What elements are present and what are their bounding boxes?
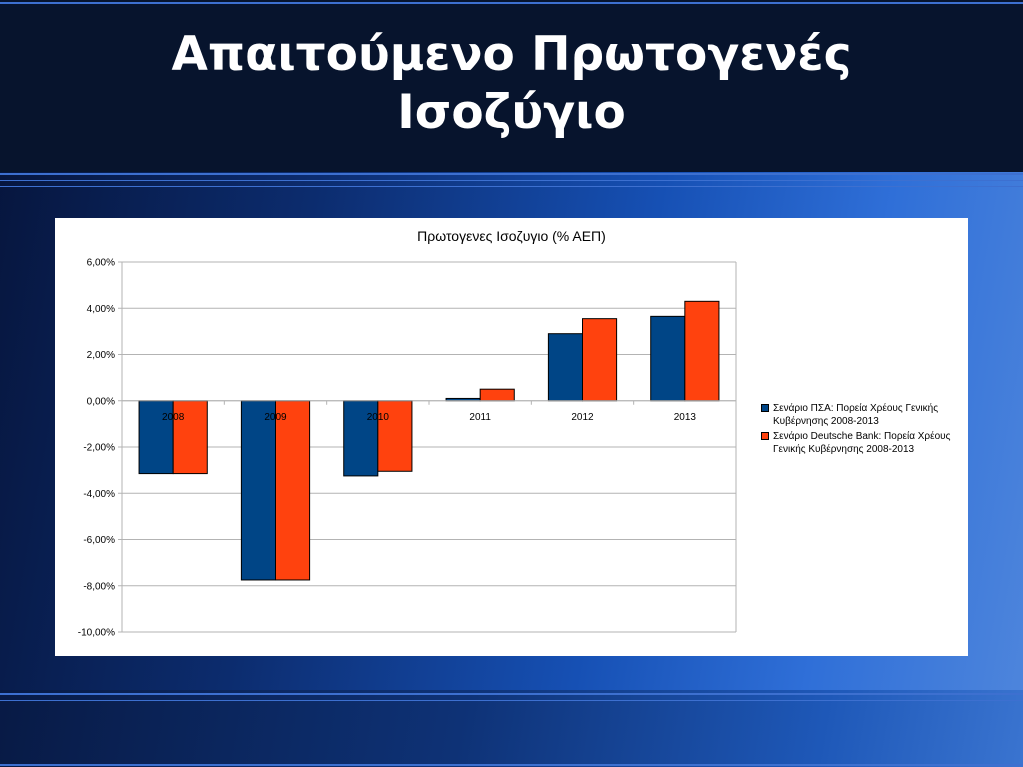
legend-label-series-2: Σενάριο Deutsche Bank: Πορεία Χρέους Γεν… [773,431,951,455]
bar-series-1-2012 [547,333,583,402]
legend-item-series-2: Σενάριο Deutsche Bank: Πορεία Χρέους Γεν… [761,430,956,456]
x-tick-label: 2012 [571,412,594,423]
chart-legend: Σενάριο ΠΣΑ: Πορεία Χρέους Γενικής Κυβέρ… [761,402,956,458]
bar-series-2-2012 [582,318,618,402]
title-band [0,0,1023,172]
bottom-shade [0,690,1023,767]
divider-line [0,700,1023,701]
slide-title-line-2: Ισοζύγιο [397,85,626,140]
bar-series-1-2008 [138,400,174,475]
bar-series-1-2009 [240,400,276,581]
chart-title: Πρωτογενες Ισοζυγιο (% ΑΕΠ) [417,228,606,244]
y-tick-label: 4,00% [87,304,115,315]
x-tick-label: 2008 [162,412,185,423]
x-tick-label: 2010 [367,412,390,423]
chart-plot: 6,00% 4,00% 2,00% 0,00% -2,00% -4,00% -6,00% -8… [78,258,737,639]
y-tick-label: 2,00% [87,350,115,361]
divider-line [0,186,1023,187]
y-tick-label: -10,00% [78,628,115,639]
divider-line [0,180,1023,181]
y-tick-label: -8,00% [83,581,115,592]
bar-series-2-2008 [172,400,208,475]
legend-label-series-1: Σενάριο ΠΣΑ: Πορεία Χρέους Γενικής Κυβέρ… [773,403,939,427]
y-tick-label: 6,00% [87,258,115,269]
y-tick-label: -2,00% [83,443,115,454]
bar-series-1-2010 [343,400,379,477]
y-tick-label: 0,00% [87,396,115,407]
y-tick-label: -6,00% [83,535,115,546]
x-tick-label: 2009 [264,412,287,423]
legend-swatch-series-1 [761,404,769,412]
y-tick-label: -4,00% [83,489,115,500]
legend-swatch-series-2 [761,432,769,440]
x-tick-label: 2013 [674,412,697,423]
slide-title-line-1: Απαιτούμενο Πρωτογενές [171,27,852,82]
chart-panel: 6,00% 4,00% 2,00% 0,00% -2,00% -4,00% -6,00% -8… [55,218,968,656]
bar-series-2-2013 [684,300,720,402]
divider-line [0,2,1023,4]
divider-line [0,173,1023,175]
bar-series-2-2011 [479,388,515,402]
bar-series-2-2009 [275,400,311,581]
divider-line [0,764,1023,766]
legend-item-series-1: Σενάριο ΠΣΑ: Πορεία Χρέους Γενικής Κυβέρ… [761,402,956,428]
divider-line [0,693,1023,695]
bar-series-2-2010 [377,400,413,472]
x-tick-label: 2011 [469,412,491,423]
slide-title: Απαιτούμενο Πρωτογενές Ισοζύγιο [0,26,1023,142]
bar-series-1-2013 [650,315,686,402]
